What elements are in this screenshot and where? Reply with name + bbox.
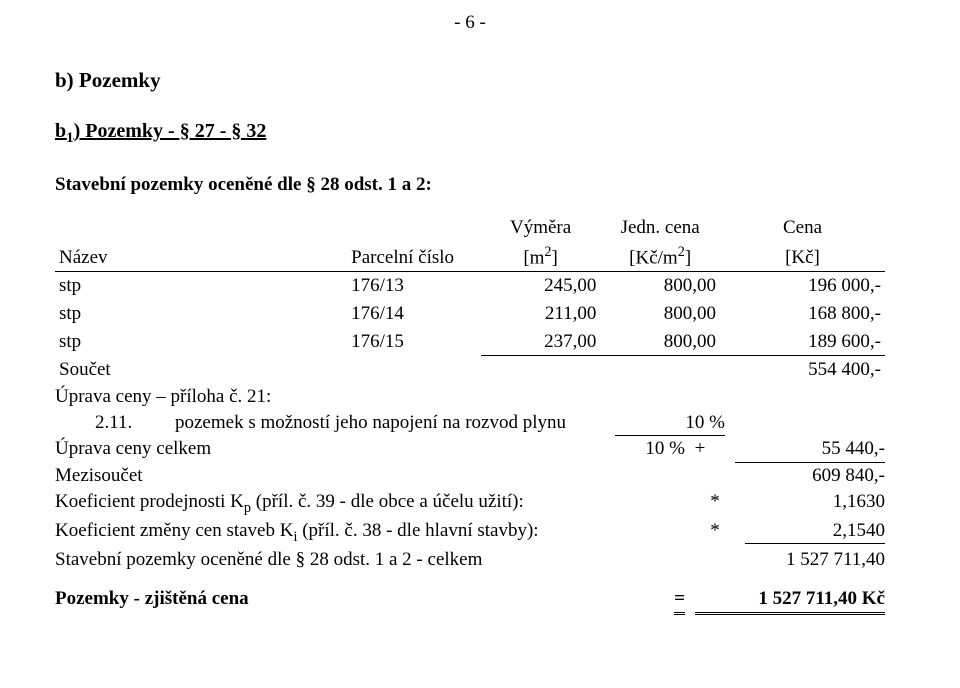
adj-header: Úprava ceny – příloha č. 21: xyxy=(55,384,885,410)
kp-label: Koeficient prodejnosti Kp (příl. č. 39 -… xyxy=(55,489,524,518)
section-b-title: b) Pozemky xyxy=(55,66,885,94)
table-row: stp 176/13 245,00 800,00 196 000,- xyxy=(55,272,885,300)
hdr-jedn-unit: [Kč/m2] xyxy=(600,242,720,272)
kp-row: Koeficient prodejnosti Kp (příl. č. 39 -… xyxy=(55,489,885,518)
final-eq: = xyxy=(655,586,685,615)
table-row: stp 176/15 237,00 800,00 189 600,- xyxy=(55,328,885,356)
ki-row: Koeficient změny cen staveb Ki (příl. č.… xyxy=(55,518,885,547)
hdr-jedn: Jedn. cena xyxy=(600,214,720,242)
adj-total-op: + xyxy=(685,436,715,462)
adj-item-pct: 10 % xyxy=(605,410,725,437)
adj-item-text: pozemek s možností jeho napojení na rozv… xyxy=(175,410,605,436)
b1-sub: 1 xyxy=(66,130,74,146)
hdr-cena-unit: [Kč] xyxy=(720,242,885,272)
table-row: stp 176/14 211,00 800,00 168 800,- xyxy=(55,300,885,328)
kp-star: * xyxy=(695,489,735,518)
stav-title: Stavební pozemky oceněné dle § 28 odst. … xyxy=(55,172,885,198)
kp-value: 1,1630 xyxy=(735,489,885,518)
ki-value: 2,1540 xyxy=(735,518,885,547)
adj-total-label: Úprava ceny celkem xyxy=(55,436,565,462)
final-value: 1 527 711,40 Kč xyxy=(685,586,885,615)
hdr-vymera-unit: [m2] xyxy=(481,242,601,272)
hdr-name: Název xyxy=(55,214,347,272)
adj-item-num: 2.11. xyxy=(55,410,175,436)
hdr-cena: Cena xyxy=(720,214,885,242)
adj-total-row: Úprava ceny celkem 10 % + 55 440,- xyxy=(55,436,885,463)
adj-total-pct: 10 % xyxy=(565,436,685,462)
stav-total-label: Stavební pozemky oceněné dle § 28 odst. … xyxy=(55,547,482,573)
mezisoucet-value: 609 840,- xyxy=(812,463,885,489)
hdr-parcel: Parcelní číslo xyxy=(347,214,481,272)
parcel-table: Název Parcelní číslo Výměra Jedn. cena C… xyxy=(55,214,885,384)
page-number: - 6 - xyxy=(55,10,885,36)
table-header-row: Název Parcelní číslo Výměra Jedn. cena C… xyxy=(55,214,885,242)
stav-total-value: 1 527 711,40 xyxy=(786,547,885,573)
section-b1-title: b1) Pozemky - § 27 - § 32 xyxy=(55,118,885,148)
b1-prefix: b xyxy=(55,120,66,142)
adj-total-amount: 55 440,- xyxy=(715,436,885,463)
b1-rest: ) Pozemky - § 27 - § 32 xyxy=(74,120,267,142)
mezisoucet-label: Mezisoučet xyxy=(55,463,143,489)
hdr-vymera: Výměra xyxy=(481,214,601,242)
stav-total-row: Stavební pozemky oceněné dle § 28 odst. … xyxy=(55,547,885,573)
sum-row: Součet 554 400,- xyxy=(55,356,885,384)
ki-label: Koeficient změny cen staveb Ki (příl. č.… xyxy=(55,518,539,547)
final-row: Pozemky - zjištěná cena = 1 527 711,40 K… xyxy=(55,586,885,615)
mezisoucet-row: Mezisoučet 609 840,- xyxy=(55,463,885,489)
final-label: Pozemky - zjištěná cena xyxy=(55,586,249,615)
adj-item-row: 2.11. pozemek s možností jeho napojení n… xyxy=(55,410,885,437)
ki-star: * xyxy=(695,518,735,547)
